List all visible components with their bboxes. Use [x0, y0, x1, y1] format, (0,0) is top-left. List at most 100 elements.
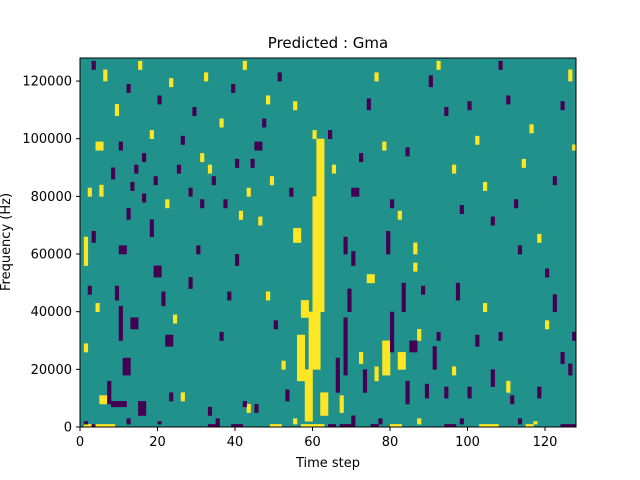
heatmap-cell	[130, 181, 135, 191]
heatmap-cell	[498, 60, 503, 70]
heatmap-cell	[483, 303, 488, 312]
heatmap-cell	[366, 274, 375, 284]
heatmap-cell	[281, 360, 286, 370]
heatmap-cell	[246, 187, 251, 197]
heatmap-cell	[362, 369, 368, 393]
heatmap-cell	[87, 187, 92, 197]
heatmap-cell	[312, 130, 317, 140]
heatmap-cell	[390, 199, 395, 209]
heatmap-cell	[188, 277, 193, 289]
heatmap-cell	[359, 352, 364, 364]
heatmap-cell	[390, 424, 402, 428]
heatmap-cell	[510, 395, 515, 405]
heatmap-cell	[401, 282, 406, 312]
heatmap-cell	[161, 291, 166, 307]
y-tick-label: 120000	[22, 75, 72, 90]
heatmap-cell	[219, 118, 224, 128]
y-tick-label: 0	[64, 421, 72, 436]
heatmap-cell	[142, 193, 147, 203]
heatmap-cell	[517, 418, 523, 425]
heatmap-cell	[560, 424, 577, 428]
heatmap-cell	[238, 210, 244, 220]
heatmap-cell	[343, 317, 348, 376]
plot-background	[80, 58, 576, 427]
heatmap-cell	[269, 176, 275, 186]
heatmap-cell	[277, 72, 282, 82]
x-axis-label: Time step	[295, 456, 360, 471]
x-tick-label: 60	[304, 435, 321, 450]
heatmap-cell	[452, 366, 457, 376]
x-tick-label: 40	[227, 435, 244, 450]
heatmap-cell	[258, 141, 263, 151]
heatmap-cell	[91, 60, 96, 70]
heatmap-cell	[436, 331, 441, 341]
heatmap-cell	[382, 340, 391, 376]
heatmap-cell	[328, 424, 337, 428]
heatmap-cell	[250, 158, 255, 168]
heatmap-cell	[475, 334, 480, 347]
heatmap-cell	[231, 424, 244, 428]
y-tick-label: 40000	[31, 305, 72, 320]
heatmap-cell	[200, 199, 205, 209]
heatmap-cell	[235, 158, 240, 168]
heatmap-cell	[118, 245, 127, 255]
heatmap-cell	[180, 135, 185, 145]
heatmap-cell	[359, 153, 364, 163]
heatmap-cell	[266, 291, 271, 301]
heatmap-cell	[207, 406, 213, 416]
y-axis: 0 20000 40000 60000 80000 100000 120000	[22, 75, 80, 436]
heatmap-cell	[200, 153, 205, 163]
heatmap-cell	[91, 230, 96, 243]
heatmap-cell	[339, 424, 356, 428]
heatmap-cell	[207, 424, 220, 428]
heatmap-cell	[572, 144, 577, 151]
heatmap-cell	[568, 69, 573, 82]
heatmap-cell	[568, 363, 573, 376]
heatmap-cell	[386, 230, 391, 255]
heatmap-cell	[413, 262, 418, 272]
heatmap-cell	[351, 251, 356, 266]
plot-area	[79, 57, 577, 428]
heatmap-cell	[300, 424, 325, 428]
heatmap-cell	[428, 75, 433, 88]
heatmap-cell	[176, 164, 182, 174]
heatmap-cell	[475, 135, 480, 145]
heatmap-cell	[521, 158, 526, 168]
heatmap-cell	[254, 141, 259, 151]
heatmap-cells	[83, 60, 577, 428]
heatmap-cell	[165, 334, 174, 347]
heatmap-cell	[328, 130, 333, 140]
heatmap-cell	[173, 314, 178, 324]
heatmap-cell	[149, 219, 154, 238]
heatmap-cell	[459, 205, 464, 214]
heatmap-cell	[165, 199, 170, 209]
heatmap-cell	[378, 418, 383, 425]
heatmap-cell	[95, 424, 116, 428]
heatmap-cell	[180, 392, 185, 402]
heatmap-cell	[142, 153, 147, 163]
heatmap-cell	[103, 69, 108, 82]
heatmap-cell	[169, 78, 174, 88]
heatmap-cell	[134, 164, 139, 174]
heatmap-cell	[405, 147, 410, 157]
heatmap-cell	[293, 228, 302, 243]
heatmap-cell	[537, 233, 542, 243]
heatmap-cell	[83, 343, 89, 353]
heatmap-cell	[490, 216, 495, 226]
heatmap-cell	[316, 138, 325, 197]
heatmap-cell	[397, 210, 402, 220]
heatmap-cell	[231, 83, 236, 93]
heatmap-cell	[517, 245, 523, 255]
heatmap-cell	[351, 415, 356, 425]
heatmap-cell	[335, 357, 340, 393]
heatmap-cell	[560, 352, 565, 364]
heatmap-cell	[483, 181, 488, 191]
heatmap-cell	[444, 386, 449, 399]
heatmap-cell	[273, 320, 278, 330]
heatmap-cell	[308, 311, 321, 370]
heatmap-cell	[111, 401, 127, 408]
heatmap-cell	[424, 383, 430, 399]
heatmap-cell	[347, 288, 352, 312]
heatmap-cell	[382, 141, 387, 151]
